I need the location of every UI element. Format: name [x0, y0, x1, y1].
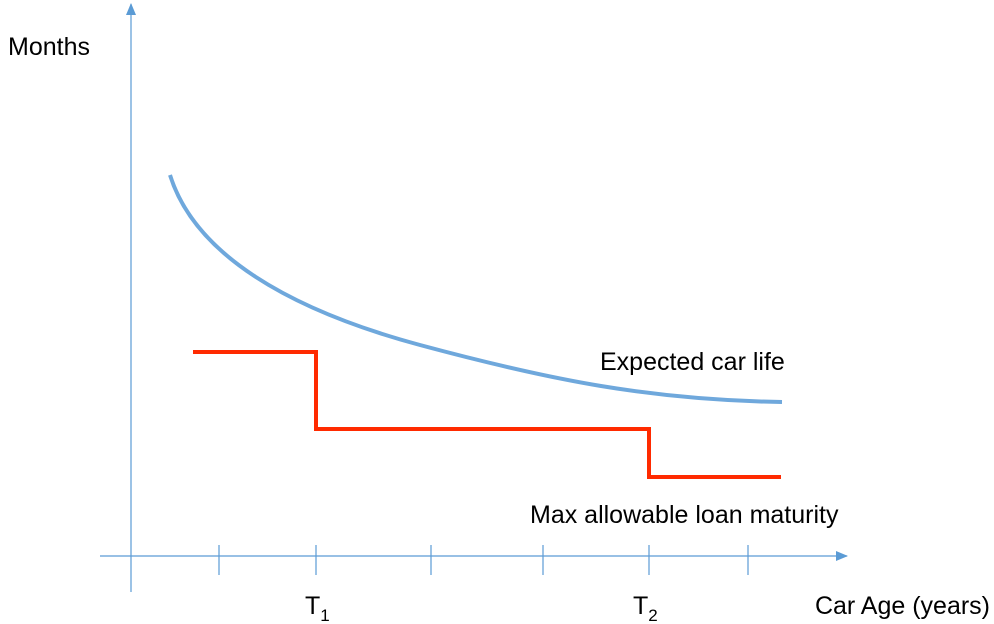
- x-tick-label: T1: [305, 592, 330, 624]
- max-loan-maturity-step: [193, 350, 781, 479]
- x-axis-ticks: [218, 545, 749, 575]
- curve-label: Expected car life: [600, 348, 785, 376]
- x-tick-label: T2: [633, 592, 658, 624]
- x-axis-label: Car Age (years): [815, 592, 990, 620]
- y-axis-label: Months: [8, 33, 90, 61]
- expected-car-life-curve: [168, 174, 783, 404]
- curve-label: Max allowable loan maturity: [530, 501, 839, 529]
